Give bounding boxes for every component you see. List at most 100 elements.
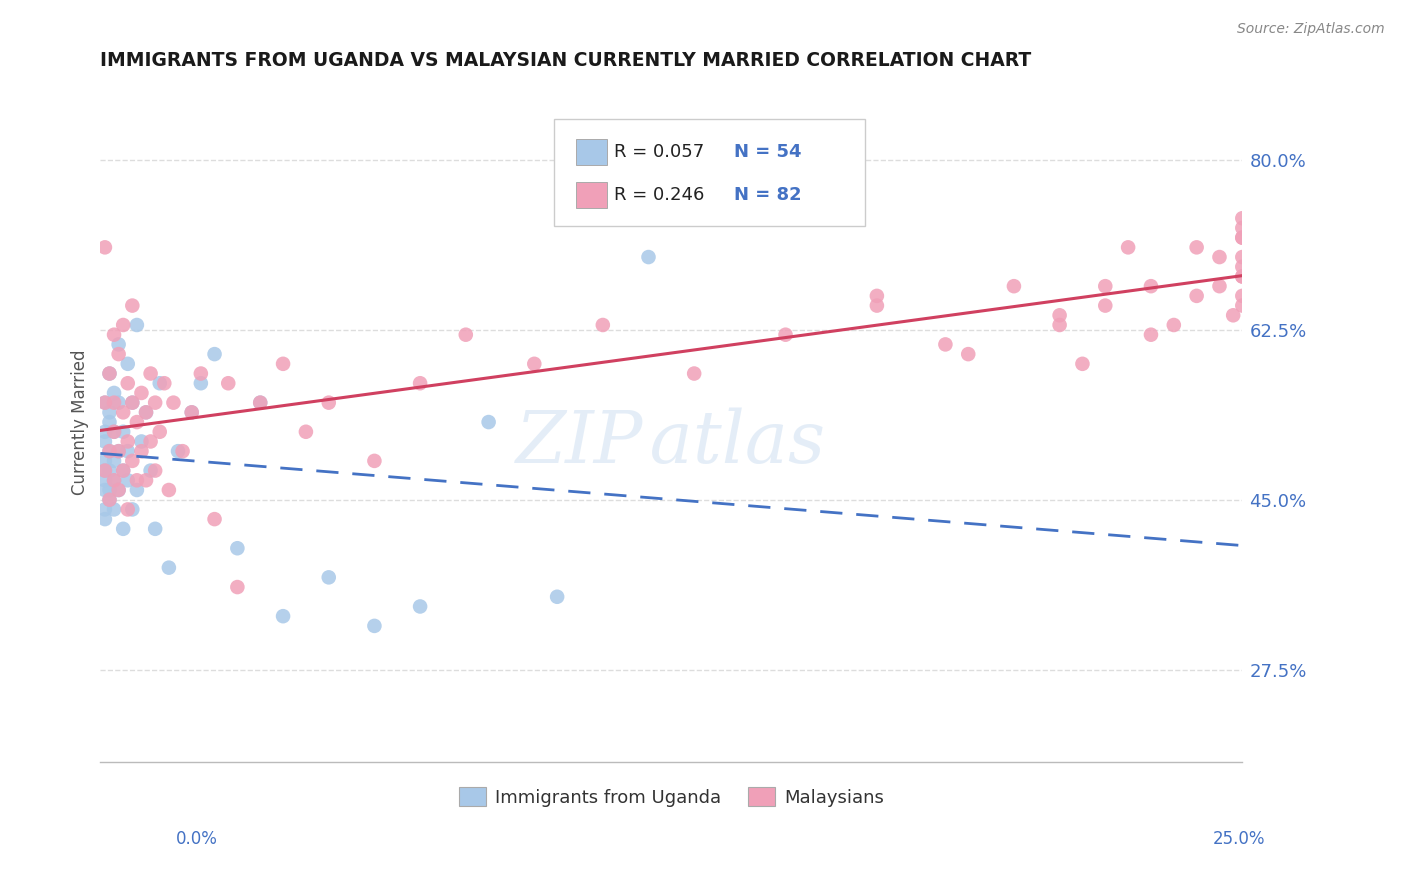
Point [117,434,139,449]
Point [249,395,271,409]
Point [125,473,148,487]
Point [637,250,659,264]
Point [94,395,117,409]
Point [1232,250,1254,264]
Point [94,454,117,468]
Point [94,434,117,449]
Point [143,464,166,478]
Text: 25.0%: 25.0% [1213,830,1265,847]
Point [103,386,125,401]
Point [1222,308,1244,322]
Point [107,483,129,497]
Point [117,376,139,391]
Point [167,444,190,458]
Point [409,376,432,391]
Text: R = 0.246: R = 0.246 [614,186,704,203]
Point [98,483,121,497]
Point [775,327,797,342]
Point [1185,240,1208,254]
Point [363,454,385,468]
Point [98,492,121,507]
Point [957,347,980,361]
Point [1071,357,1094,371]
Point [478,415,501,429]
Text: N = 54: N = 54 [734,144,801,161]
Point [157,483,180,497]
Point [117,444,139,458]
Point [295,425,318,439]
Point [162,395,184,409]
Point [204,512,226,526]
Point [149,425,172,439]
Point [103,327,125,342]
Point [1049,318,1071,332]
Point [139,367,162,381]
Point [94,395,117,409]
Point [190,367,212,381]
Point [94,425,117,439]
Point [683,367,706,381]
Point [546,590,568,604]
Point [143,522,166,536]
Point [934,337,956,351]
Point [117,357,139,371]
Point [190,376,212,391]
Point [1163,318,1185,332]
Point [1232,299,1254,313]
Point [1232,269,1254,284]
Point [94,464,117,478]
Point [1002,279,1025,293]
Point [149,376,172,391]
Point [1208,279,1230,293]
Point [103,502,125,516]
Point [363,619,385,633]
Point [1140,327,1163,342]
Point [121,502,143,516]
Point [103,425,125,439]
Point [180,405,202,419]
Point [107,444,129,458]
Point [103,454,125,468]
Point [143,395,166,409]
Text: IMMIGRANTS FROM UGANDA VS MALAYSIAN CURRENTLY MARRIED CORRELATION CHART: IMMIGRANTS FROM UGANDA VS MALAYSIAN CURR… [100,51,1032,70]
Point [135,473,157,487]
Point [103,473,125,487]
Point [1116,240,1139,254]
Point [131,386,153,401]
Point [112,522,135,536]
Point [1094,299,1116,313]
Point [107,337,129,351]
Point [112,425,135,439]
Point [98,367,121,381]
Point [131,434,153,449]
Point [1140,279,1163,293]
Point [866,299,889,313]
Point [204,347,226,361]
Point [1049,308,1071,322]
Point [523,357,546,371]
Point [409,599,432,614]
Point [98,464,121,478]
Point [98,444,121,458]
Point [217,376,239,391]
Point [1232,230,1254,244]
Point [249,395,271,409]
Point [125,318,148,332]
Point [98,415,121,429]
Point [94,512,117,526]
Point [131,444,153,458]
Point [94,240,117,254]
Point [1232,221,1254,235]
Point [592,318,614,332]
Point [98,492,121,507]
Text: 0.0%: 0.0% [176,830,218,847]
Text: N = 82: N = 82 [734,186,801,203]
Point [117,473,139,487]
Point [121,454,143,468]
Point [139,464,162,478]
Point [112,464,135,478]
Point [103,395,125,409]
Point [135,405,157,419]
Point [107,444,129,458]
Point [98,405,121,419]
